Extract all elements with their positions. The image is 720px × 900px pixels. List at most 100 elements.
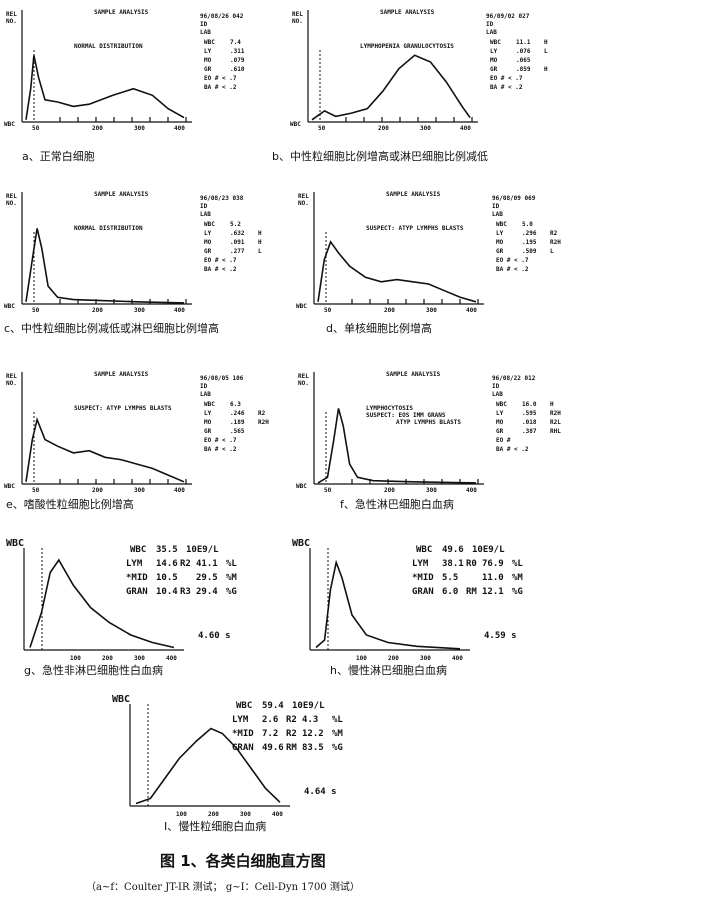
tick-200: 200 bbox=[92, 487, 103, 494]
rel-label: REL bbox=[6, 11, 17, 18]
histogram-svg: WBC 100 200 300 400 WBC 49.6 10E9/L LYM 38.1 R0 76.… bbox=[292, 538, 523, 662]
tick-50: 50 bbox=[32, 125, 40, 132]
tick-50: 50 bbox=[318, 125, 326, 132]
no-label: NO. bbox=[298, 200, 309, 207]
param-value: 14.6 bbox=[156, 559, 178, 569]
param-value: 2.6 bbox=[262, 715, 278, 725]
param-percent: 29.4 bbox=[196, 587, 218, 597]
param-name: MO bbox=[204, 57, 212, 64]
tick-400: 400 bbox=[174, 307, 185, 314]
param-value: .091 bbox=[230, 239, 245, 246]
no-label: NO. bbox=[298, 380, 309, 387]
tick-400: 400 bbox=[466, 487, 477, 494]
rel-label: REL bbox=[292, 11, 303, 18]
tick-200: 200 bbox=[102, 655, 113, 662]
tick-200: 200 bbox=[378, 125, 389, 132]
param-unit: %L bbox=[512, 559, 523, 569]
analysis-time: 4.59 s bbox=[484, 631, 517, 641]
param-name: WBC bbox=[204, 221, 215, 228]
param-value: .387 bbox=[522, 428, 537, 435]
rel-label: REL bbox=[298, 373, 309, 380]
wbc-param-value: 59.4 bbox=[262, 701, 284, 711]
param-value: .859 bbox=[516, 66, 531, 73]
param-flag: R2 bbox=[286, 729, 297, 739]
sample-analysis-header: SAMPLE ANALYSIS bbox=[94, 9, 149, 16]
wbc-param-name: WBC bbox=[416, 545, 432, 555]
tick-300: 300 bbox=[426, 307, 437, 314]
histogram-svg: WBC 100 200 300 400 WBC 35.5 10E9/L LYM 14.6 R2 41.… bbox=[6, 538, 237, 662]
param-name: WBC bbox=[204, 401, 215, 408]
id-label: ID bbox=[486, 21, 494, 28]
param-flag: R0 bbox=[466, 559, 477, 569]
wbc-axis-label: WBC bbox=[4, 121, 15, 128]
param-flag: R2L bbox=[550, 419, 561, 426]
lab-label: LAB bbox=[492, 391, 503, 398]
param-value: 5.2 bbox=[230, 221, 241, 228]
param-flag: L bbox=[550, 248, 554, 255]
wbc-label: WBC bbox=[292, 538, 310, 549]
histogram-curve bbox=[25, 55, 185, 120]
histogram-panel-i: WBC 100 200 300 400 WBC 59.4 10E9/L LYM 2.6 R2 4.3%… bbox=[110, 690, 410, 818]
wbc-label: WBC bbox=[6, 538, 24, 549]
param-name: GRAN bbox=[412, 587, 434, 597]
caption-g: g、急性非淋巴细胞性白血病 bbox=[24, 664, 163, 677]
tick-300: 300 bbox=[420, 655, 431, 662]
param-unit: %L bbox=[332, 715, 343, 725]
no-label: NO. bbox=[6, 200, 17, 207]
sample-date: 96/08/05 106 bbox=[200, 375, 244, 382]
sample-analysis-header: SAMPLE ANALYSIS bbox=[94, 371, 149, 378]
wbc-axis-label: WBC bbox=[296, 303, 307, 310]
histogram-curve bbox=[311, 54, 471, 121]
param-flag: RM bbox=[286, 743, 297, 753]
panel-title: LYMPHOPENIA GRANULOCYTOSIS bbox=[360, 43, 454, 50]
tick-400: 400 bbox=[272, 811, 283, 818]
param-unit: %G bbox=[226, 587, 237, 597]
param-flag: H bbox=[550, 401, 554, 408]
tick-400: 400 bbox=[466, 307, 477, 314]
wbc-axis-label: WBC bbox=[290, 121, 301, 128]
caption-c: c、中性粒细胞比例减低或淋巴细胞比例增高 bbox=[4, 322, 220, 335]
param-name: BA # < .2 bbox=[496, 266, 529, 273]
wbc-unit: 10E9/L bbox=[472, 545, 505, 555]
rel-label: REL bbox=[6, 193, 17, 200]
param-flag: R3 bbox=[180, 587, 191, 597]
param-value: .195 bbox=[522, 239, 537, 246]
wbc-label: WBC bbox=[112, 694, 130, 705]
wbc-param-name: WBC bbox=[130, 545, 146, 555]
param-name: *MID bbox=[232, 729, 254, 739]
tick-200: 200 bbox=[384, 487, 395, 494]
param-value: .565 bbox=[230, 428, 245, 435]
tick-300: 300 bbox=[134, 655, 145, 662]
param-value: .065 bbox=[516, 57, 531, 64]
param-value: 7.2 bbox=[262, 729, 278, 739]
panel-title: SUSPECT: ATYP LYMPHS BLASTS bbox=[366, 225, 464, 232]
tick-400: 400 bbox=[174, 487, 185, 494]
tick-100: 100 bbox=[356, 655, 367, 662]
panel-title: NORMAL DISTRIBUTION bbox=[74, 43, 143, 50]
id-label: ID bbox=[200, 383, 208, 390]
histogram-panel-c: REL NO. WBC 50 200 300 400 SAMPLE ANALYSIS NORMA… bbox=[4, 186, 284, 314]
param-percent: 12.1 bbox=[482, 587, 504, 597]
param-name: MO bbox=[204, 419, 212, 426]
param-name: MO bbox=[490, 57, 498, 64]
param-value: .311 bbox=[230, 48, 245, 55]
figure-subtitle: （a~f：Coulter JT-IR 测试； g~I：Cell-Dyn 1700… bbox=[86, 882, 360, 893]
tick-50: 50 bbox=[324, 487, 332, 494]
param-value: 5.5 bbox=[442, 573, 458, 583]
param-name: GR bbox=[496, 428, 504, 435]
wbc-axis-label: WBC bbox=[4, 483, 15, 490]
param-name: EO # < .7 bbox=[496, 257, 529, 264]
param-value: 38.1 bbox=[442, 559, 464, 569]
param-name: LYM bbox=[232, 715, 249, 725]
param-flag: R2 bbox=[180, 559, 191, 569]
param-flag: L bbox=[258, 248, 262, 255]
histogram-curve bbox=[315, 559, 461, 650]
histogram-panel-g: WBC 100 200 300 400 WBC 35.5 10E9/L LYM 14.6 R2 41.… bbox=[4, 534, 304, 662]
tick-300: 300 bbox=[420, 125, 431, 132]
panel-title: NORMAL DISTRIBUTION bbox=[74, 225, 143, 232]
param-name: LY bbox=[204, 48, 212, 55]
param-name: GRAN bbox=[232, 743, 254, 753]
param-value: 7.4 bbox=[230, 39, 241, 46]
sample-analysis-header: SAMPLE ANALYSIS bbox=[386, 191, 441, 198]
